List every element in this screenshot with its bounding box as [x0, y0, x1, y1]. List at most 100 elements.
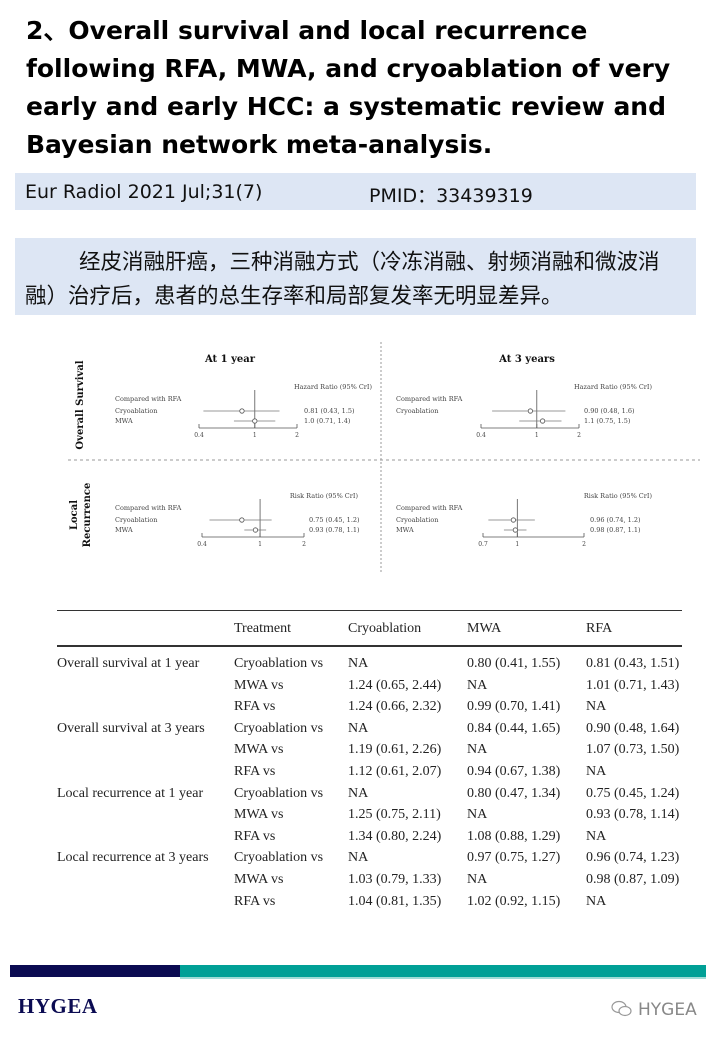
table-row: RFA vs 1.12 (0.61, 2.07) 0.94 (0.67, 1.38)…: [57, 761, 682, 783]
point-estimate: [512, 527, 518, 533]
point-estimate: [527, 408, 533, 414]
table-cell: MWA vs: [234, 677, 284, 693]
table-cell: 0.94 (0.67, 1.38): [467, 763, 561, 779]
table-cell: 0.80 (0.47, 1.34): [467, 785, 561, 801]
table-cell: 1.08 (0.88, 1.29): [467, 828, 561, 844]
section-label: Local Recurrence: [69, 483, 93, 548]
compare-label: Compared with RFA: [396, 504, 463, 512]
column-header: [57, 610, 234, 647]
table-row: Local recurrence at 1 year Cryoablation v…: [57, 783, 682, 805]
table-cell: Cryoablation vs: [234, 785, 324, 801]
table-cell: NA: [467, 677, 488, 693]
point-estimate: [239, 408, 245, 414]
estimate-text: 0.81 (0.43, 1.5): [304, 407, 355, 415]
panel-title: At 3 years: [498, 354, 555, 365]
table-cell: Cryoablation vs: [234, 720, 324, 736]
column-header: Cryoablation: [348, 610, 467, 647]
row-label: MWA: [115, 417, 133, 425]
measure-label: Risk Ratio (95% CrI): [290, 492, 359, 500]
x-tick-label: 2: [302, 541, 306, 548]
table-cell: 1.03 (0.79, 1.33): [348, 871, 442, 887]
row-label: MWA: [396, 526, 414, 534]
point-estimate: [510, 517, 516, 523]
estimate-text: 1.1 (0.75, 1.5): [584, 417, 631, 425]
measure-label: Risk Ratio (95% CrI): [584, 492, 653, 500]
table-cell: [57, 675, 234, 697]
article-title: 2、Overall survival and local recurrence …: [26, 16, 671, 159]
table-row: Overall survival at 1 year Cryoablation v…: [57, 646, 682, 675]
citation-bar: Eur Radiol 2021 Jul;31(7) PMID：33439319: [15, 173, 696, 210]
table-cell: MWA vs: [234, 742, 284, 758]
table-cell: 0.81 (0.43, 1.51): [586, 656, 680, 671]
table-cell: Local recurrence at 3 years: [57, 850, 209, 866]
table-cell: 0.93 (0.78, 1.14): [586, 807, 680, 823]
table-cell: 0.80 (0.41, 1.55): [467, 656, 561, 671]
table-row: MWA vs 1.24 (0.65, 2.44) NA 1.01 (0.71, 1.4…: [57, 675, 682, 697]
table-cell: RFA vs: [234, 763, 276, 779]
table-row: MWA vs 1.03 (0.79, 1.33) NA 0.98 (0.87, 1.0…: [57, 869, 682, 891]
table-cell: NA: [586, 893, 607, 909]
table-cell: NA: [586, 828, 607, 844]
table-cell: NA: [348, 850, 369, 866]
table-cell: 0.96 (0.74, 1.23): [586, 850, 680, 866]
row-label: MWA: [115, 526, 133, 534]
column-header: RFA: [586, 610, 682, 647]
panel-title: At 1 year: [204, 354, 256, 365]
table-cell: 0.84 (0.44, 1.65): [467, 720, 561, 736]
watermark-text: HYGEA: [638, 1000, 697, 1020]
point-estimate: [539, 418, 546, 424]
table-row: RFA vs 1.04 (0.81, 1.35) 1.02 (0.92, 1.15)…: [57, 891, 682, 913]
table-cell: [57, 761, 234, 783]
table-cell: NA: [467, 807, 488, 823]
point-estimate: [239, 517, 245, 523]
estimate-text: 1.0 (0.71, 1.4): [304, 417, 351, 425]
table-cell: Cryoablation vs: [234, 656, 324, 671]
row-label: Cryoablation: [396, 407, 438, 415]
estimate-text: 0.96 (0.74, 1.2): [590, 516, 641, 524]
table-cell: 1.02 (0.92, 1.15): [467, 893, 561, 909]
column-header: Treatment: [234, 610, 348, 647]
measure-label: Hazard Ratio (95% CrI): [294, 383, 372, 391]
compare-label: Compared with RFA: [396, 395, 463, 403]
point-estimate: [252, 418, 258, 424]
table-cell: 0.75 (0.45, 1.24): [586, 785, 680, 801]
table-cell: NA: [348, 785, 369, 801]
table-cell: NA: [586, 763, 607, 779]
table-cell: 1.12 (0.61, 2.07): [348, 763, 442, 779]
estimate-text: 0.98 (0.87, 1.1): [590, 526, 641, 534]
table-cell: Overall survival at 1 year: [57, 656, 200, 671]
table-cell: NA: [348, 720, 369, 736]
table-cell: [57, 739, 234, 761]
table-cell: 0.99 (0.70, 1.41): [467, 699, 561, 715]
compare-label: Compared with RFA: [115, 395, 182, 403]
footer-bar-teal: [180, 965, 706, 979]
wechat-icon: [611, 1000, 632, 1017]
table-cell: RFA vs: [234, 828, 276, 844]
table-cell: MWA vs: [234, 871, 284, 887]
hygea-logo: HYGEA: [18, 994, 98, 1018]
pmid: PMID：33439319: [369, 185, 533, 207]
table-row: Overall survival at 3 years Cryoablation …: [57, 718, 682, 740]
table-row: RFA vs 1.24 (0.66, 2.32) 0.99 (0.70, 1.41)…: [57, 696, 682, 718]
table-cell: 1.07 (0.73, 1.50): [586, 742, 680, 758]
table-cell: 1.04 (0.81, 1.35): [348, 893, 442, 909]
estimate-text: 0.90 (0.48, 1.6): [584, 407, 635, 415]
table-cell: NA: [586, 699, 607, 715]
table-cell: [57, 891, 234, 913]
table-row: MWA vs 1.25 (0.75, 2.11) NA 0.93 (0.78, 1.1…: [57, 804, 682, 826]
table-row: Local recurrence at 3 years Cryoablation …: [57, 847, 682, 869]
table-cell: Local recurrence at 1 year: [57, 785, 204, 801]
table-cell: MWA vs: [234, 807, 284, 823]
x-tick-label: 2: [582, 541, 586, 548]
table-cell: [57, 804, 234, 826]
measure-label: Hazard Ratio (95% CrI): [574, 383, 652, 391]
table-cell: [57, 826, 234, 848]
column-header: MWA: [467, 610, 586, 647]
table-cell: 1.34 (0.80, 2.24): [348, 828, 442, 844]
x-tick-label: 1: [515, 541, 519, 548]
table-cell: NA: [467, 742, 488, 758]
table-cell: [57, 869, 234, 891]
table-row: MWA vs 1.19 (0.61, 2.26) NA 1.07 (0.73, 1.5…: [57, 739, 682, 761]
estimate-text: 0.93 (0.78, 1.1): [309, 526, 360, 534]
x-tick-label: 1: [535, 432, 539, 439]
